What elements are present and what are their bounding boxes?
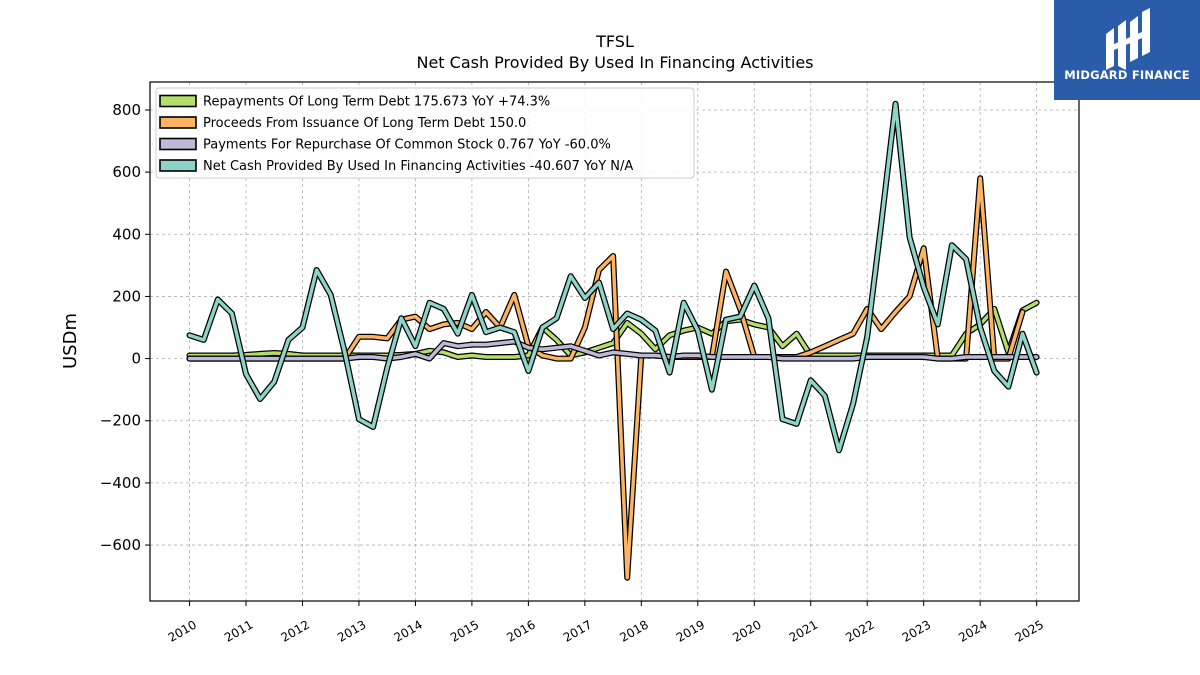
x-tick-label: 2019 <box>674 617 707 644</box>
series-proceeds-from-issuance-of-long-term-debt <box>186 175 1026 581</box>
plot-frame <box>149 81 1080 602</box>
legend-swatch <box>159 94 197 108</box>
x-tick-label: 2020 <box>730 617 763 644</box>
x-tick-label: 2025 <box>1013 617 1046 644</box>
y-tick-label: 600 <box>112 163 141 181</box>
logo-text: MIDGARD FINANCE <box>1064 68 1190 82</box>
legend-item: Repayments Of Long Term Debt 175.673 YoY… <box>159 94 550 110</box>
legend-box <box>155 87 695 179</box>
legend-label: Net Cash Provided By Used In Financing A… <box>203 159 633 174</box>
x-tick-label: 2017 <box>561 617 594 644</box>
y-axis: −600 −400 −200 0 200 400 600 800 <box>100 101 150 554</box>
y-tick-label: 400 <box>112 225 141 243</box>
x-tick-label: 2010 <box>166 617 199 644</box>
chart-title: TFSL <box>595 32 634 51</box>
legend-item: Proceeds From Issuance Of Long Term Debt… <box>159 116 526 131</box>
series-net-cash-provided-by-used-in-financing-activities <box>186 100 1040 454</box>
legend: Repayments Of Long Term Debt 175.673 YoY… <box>155 87 695 179</box>
legend-label: Proceeds From Issuance Of Long Term Debt… <box>203 116 526 131</box>
x-tick-label: 2015 <box>448 617 481 644</box>
series-lines <box>186 100 1040 581</box>
x-tick-label: 2014 <box>391 617 424 644</box>
y-tick-label: −200 <box>100 412 141 430</box>
y-tick-label: 0 <box>131 350 141 368</box>
y-tick-label: 800 <box>112 101 141 119</box>
legend-item: Payments For Repurchase Of Common Stock … <box>159 137 611 153</box>
x-tick-label: 2024 <box>956 617 989 644</box>
x-tick-label: 2016 <box>504 617 537 644</box>
x-tick-label: 2021 <box>787 617 820 644</box>
y-tick-label: −400 <box>100 474 141 492</box>
series-line-outline <box>186 175 1026 581</box>
x-tick-label: 2022 <box>843 617 876 644</box>
legend-swatch <box>159 116 197 129</box>
x-tick-label: 2013 <box>335 617 368 644</box>
legend-swatch <box>159 159 197 172</box>
x-tick-label: 2023 <box>900 617 933 644</box>
x-tick-label: 2018 <box>617 617 650 644</box>
chart-subtitle: Net Cash Provided By Used In Financing A… <box>416 53 813 72</box>
midgard-finance-logo: MIDGARD FINANCE <box>1054 0 1200 100</box>
y-tick-label: −600 <box>100 536 141 554</box>
series-line <box>187 176 1025 580</box>
series-payments-for-repurchase-of-common-stock <box>186 338 1040 362</box>
series-line <box>187 339 1039 361</box>
x-tick-label: 2012 <box>279 617 312 644</box>
y-tick-label: 200 <box>112 287 141 305</box>
legend-label: Repayments Of Long Term Debt 175.673 YoY… <box>203 95 550 110</box>
logo-mark-icon <box>1106 8 1150 70</box>
series-line <box>187 102 1039 453</box>
x-tick-label: 2011 <box>222 617 255 644</box>
x-axis: 2010 2011 2012 2013 2014 2015 2016 2017 2018 2019… <box>166 601 1046 645</box>
legend-item: Net Cash Provided By Used In Financing A… <box>159 159 633 174</box>
legend-swatch <box>159 137 197 151</box>
legend-label: Payments For Repurchase Of Common Stock … <box>203 138 611 153</box>
y-axis-label: USDm <box>60 313 81 369</box>
